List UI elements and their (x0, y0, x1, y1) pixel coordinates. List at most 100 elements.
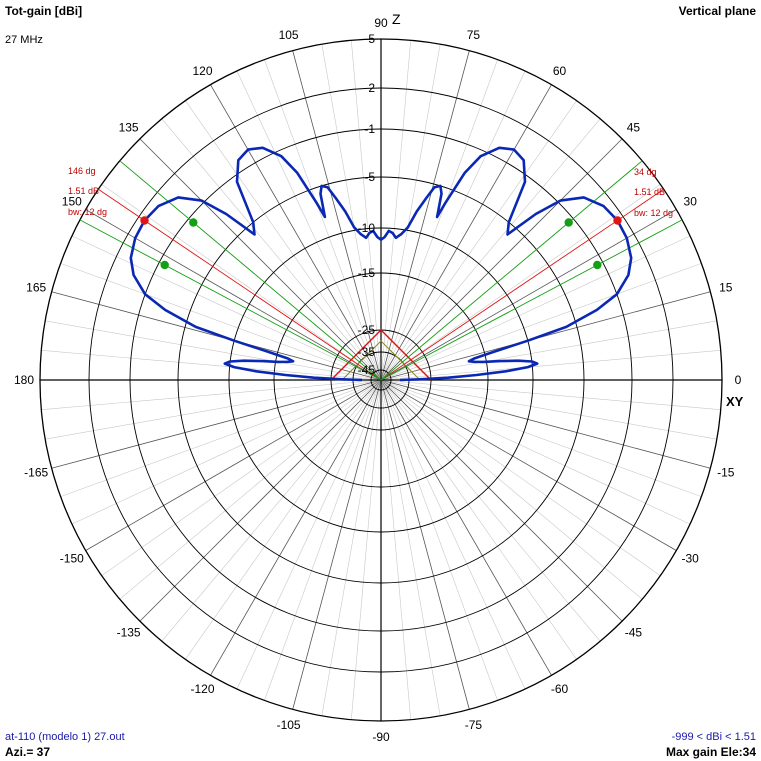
spoke-70 (380, 59, 498, 381)
annot-left-bw: bw: 12 dg (68, 207, 107, 217)
spoke-230 (161, 379, 382, 642)
bw-line-1-1 (119, 160, 382, 381)
annot-right-gain: 1.51 dB (634, 187, 665, 197)
gain-label: -1 (364, 122, 375, 136)
gain-label: -35 (358, 345, 376, 359)
beam-annotations: 34 dg 146 dg 1.51 dB 1.51 dB bw: 12 dg bw: 12… (68, 166, 673, 218)
spoke-150 (85, 209, 382, 381)
angle-label: 45 (627, 121, 641, 135)
angle-label: -150 (60, 552, 84, 566)
angle-label: 15 (719, 281, 733, 295)
spoke-340 (380, 379, 702, 497)
ground-triangle-inner (341, 340, 421, 381)
spoke-5 (380, 350, 721, 381)
angle-label: 120 (192, 64, 212, 78)
spoke-345 (380, 379, 711, 469)
spoke-220 (119, 379, 382, 600)
spoke-25 (380, 235, 691, 381)
spoke-245 (236, 379, 382, 690)
gain-label: -15 (358, 266, 376, 280)
gain-label: -5 (364, 170, 375, 184)
angle-label: -45 (625, 625, 643, 639)
angle-label: -15 (717, 465, 735, 479)
spoke-330 (380, 379, 677, 551)
spoke-240 (210, 379, 382, 676)
angle-spokes (40, 39, 722, 721)
spoke-310 (380, 379, 601, 642)
bw-line-1-0 (79, 219, 382, 381)
angle-label: -90 (372, 730, 390, 744)
spoke-100 (321, 44, 382, 381)
spoke-45 (380, 138, 623, 381)
spoke-95 (351, 40, 382, 381)
angle-label: -135 (117, 625, 141, 639)
spoke-135 (139, 138, 382, 381)
spoke-260 (321, 379, 382, 716)
bw-marker-0-0 (593, 260, 602, 270)
angle-label: 180 (14, 373, 34, 387)
max-gain-marker-1 (140, 216, 149, 225)
spoke-125 (185, 100, 382, 381)
spoke-195 (51, 379, 382, 469)
angle-label: -75 (465, 718, 483, 732)
chart-title: Tot-gain [dBi] (5, 4, 83, 18)
gain-label: -10 (358, 221, 376, 235)
radiation-pattern (129, 146, 633, 382)
spoke-115 (236, 70, 382, 381)
spoke-160 (60, 263, 382, 381)
spoke-290 (380, 379, 498, 701)
spoke-20 (380, 263, 702, 381)
gain-label: 2 (368, 81, 375, 95)
spoke-205 (71, 379, 382, 525)
max-gain-marker-0 (613, 216, 622, 225)
annot-left-gain: 1.51 dB (68, 186, 99, 196)
pattern-curve (129, 146, 633, 382)
bw-marker-1-1 (189, 218, 198, 227)
annot-right-angle: 34 dg (634, 167, 657, 177)
gain-range-label: -999 < dBi < 1.51 (671, 731, 756, 743)
bw-marker-0-1 (564, 218, 573, 227)
spoke-30 (380, 209, 677, 381)
spoke-15 (380, 291, 711, 381)
annot-left-angle: 146 dg (68, 166, 96, 176)
spoke-200 (60, 379, 382, 497)
spoke-325 (380, 379, 661, 576)
spoke-285 (380, 379, 470, 710)
spoke-350 (380, 379, 717, 440)
spoke-10 (380, 320, 717, 381)
angle-label: -120 (190, 682, 214, 696)
spoke-250 (264, 379, 382, 701)
spoke-85 (380, 40, 411, 381)
spoke-320 (380, 379, 643, 600)
spoke-185 (41, 379, 382, 410)
spoke-50 (380, 118, 601, 381)
spoke-55 (380, 100, 577, 381)
angle-label: 135 (119, 121, 139, 135)
spoke-280 (380, 379, 441, 716)
spoke-315 (380, 379, 623, 622)
angle-label: 60 (553, 64, 567, 78)
gain-tick-labels: 5 2 -1 -5 -10 -15 -25 -35 -45 (358, 32, 376, 377)
plane-label: Vertical plane (678, 4, 756, 18)
pattern-markers (140, 216, 622, 270)
spoke-105 (292, 50, 382, 381)
spoke-275 (380, 379, 411, 720)
axis-label-z: Z (392, 11, 401, 27)
ground-triangle (330, 328, 432, 381)
spoke-295 (380, 379, 526, 690)
spoke-60 (380, 84, 552, 381)
spoke-335 (380, 379, 691, 525)
azimuth-label: Azi.= 37 (5, 745, 51, 759)
angle-label: 90 (374, 16, 388, 30)
spoke-75 (380, 50, 470, 381)
spoke-215 (101, 379, 382, 576)
bw-line-0-0 (380, 219, 683, 381)
spoke-165 (51, 291, 382, 381)
spoke-235 (185, 379, 382, 660)
angle-label: 150 (62, 195, 82, 209)
gain-label: -25 (358, 323, 376, 337)
file-name: at-110 (modelo 1) 27.out (5, 731, 125, 743)
spoke-130 (161, 118, 382, 381)
angle-label: 105 (279, 28, 299, 42)
